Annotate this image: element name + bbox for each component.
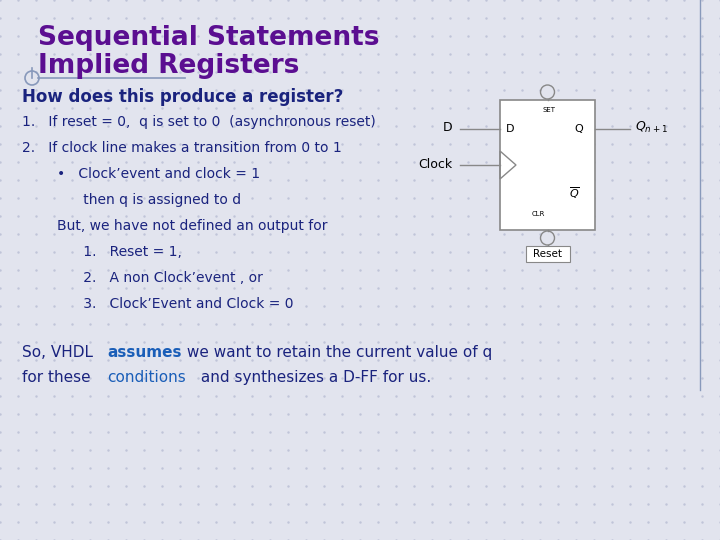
FancyBboxPatch shape [526,246,570,262]
Text: SET: SET [543,107,556,113]
Text: D: D [506,124,515,133]
Text: Reset: Reset [533,249,562,259]
Text: we want to retain the current value of q: we want to retain the current value of q [182,345,492,360]
Text: •   Clock’event and clock = 1: • Clock’event and clock = 1 [22,167,260,181]
FancyBboxPatch shape [500,100,595,230]
Text: for these: for these [22,370,96,385]
Text: So, VHDL: So, VHDL [22,345,98,360]
Text: Implied Registers: Implied Registers [38,53,300,79]
Text: 2.   A non Clock’event , or: 2. A non Clock’event , or [22,271,263,285]
Text: 1.   If reset = 0,  q is set to 0  (asynchronous reset): 1. If reset = 0, q is set to 0 (asynchro… [22,115,376,129]
Text: Sequential Statements: Sequential Statements [38,25,379,51]
Text: $\overline{Q}$: $\overline{Q}$ [570,186,580,201]
Text: conditions: conditions [107,370,186,385]
Text: D: D [442,121,452,134]
Text: Clock: Clock [418,158,452,171]
Text: But, we have not defined an output for: But, we have not defined an output for [22,219,328,233]
Text: $Q_{n+1}$: $Q_{n+1}$ [635,120,668,135]
Text: assumes: assumes [107,345,181,360]
Text: Q: Q [574,124,583,133]
Text: and synthesizes a D-FF for us.: and synthesizes a D-FF for us. [196,370,431,385]
Text: How does this produce a register?: How does this produce a register? [22,88,343,106]
Text: 2.   If clock line makes a transition from 0 to 1: 2. If clock line makes a transition from… [22,141,342,155]
Text: CLR: CLR [531,211,545,218]
Text: then q is assigned to d: then q is assigned to d [22,193,241,207]
Text: 3.   Clock’Event and Clock = 0: 3. Clock’Event and Clock = 0 [22,297,294,311]
Text: 1.   Reset = 1,: 1. Reset = 1, [22,245,182,259]
